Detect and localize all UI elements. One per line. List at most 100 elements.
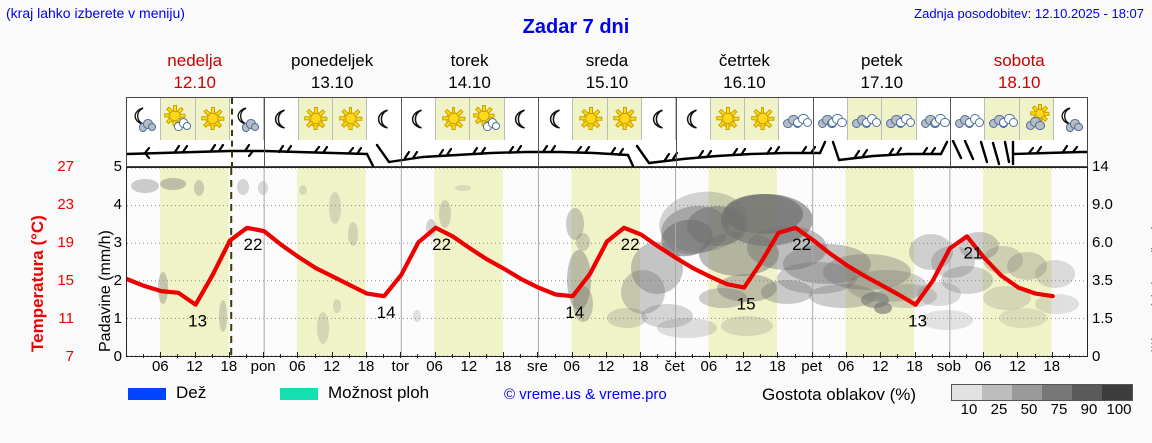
temperature-axis-title: Temperatura (°C) [6,167,47,357]
day-name: četrtek [718,51,770,70]
time-axis-minor-tick [931,354,933,358]
day-name: sreda [585,51,629,70]
weather-symbol-panel [125,97,1089,168]
cloud-density-tick: 25 [990,401,1008,418]
time-axis-label: 18 [357,358,375,375]
temperature-tick: 7 [65,348,74,365]
cloud-height-tick: 14 [1092,158,1109,175]
cloud-height-tick: 9.0 [1092,196,1113,213]
day-date: 15.10 [585,73,629,92]
temperature-extreme-label: 14 [377,303,396,322]
day-header-row: nedelja 12.10 ponedeljek 13.10 torek 14.10 sre… [126,50,1088,96]
time-axis-minor-tick [383,354,385,358]
time-axis-label: pet [801,358,823,375]
weather-symbol-cell [710,98,745,140]
day-header-ponedeljek: ponedeljek 13.10 [263,50,400,96]
time-axis-minor-tick [571,354,573,358]
weather-symbol-cell [814,98,848,140]
time-axis-label: 18 [1043,358,1061,375]
time-axis-minor-tick [606,354,607,358]
weather-symbol-cell [985,98,1020,140]
weather-symbol-cell [951,98,986,140]
wind-barb-row [125,139,1089,168]
moon-cloud-icon [131,107,157,132]
weather-symbol-cell [195,98,230,140]
time-axis-minor-tick [434,354,436,358]
time-axis-minor-tick [400,354,402,358]
time-axis-minor-tick [948,354,950,358]
time-axis-minor-tick [143,354,145,358]
weather-symbol-cell [332,98,368,140]
copyright-link[interactable]: © vreme.us & vreme.pro [504,386,667,403]
weather-symbol-cell [676,98,711,140]
weather-symbol-cell [1054,98,1087,140]
day-name: torek [450,51,489,70]
cloud-density-step [952,385,982,400]
time-axis-minor-tick [211,354,213,358]
weather-symbol-cell [230,98,265,140]
precipitation-tick: 3 [113,234,122,251]
weather-symbol-cell [161,98,196,140]
cloud-density-tick: 100 [1106,401,1132,418]
day-header-sobota: sobota 18.10 [951,50,1088,96]
temperature-tick: 23 [57,196,74,213]
time-axis: 06 12 18 pon 06 12 18 tor 06 12 18 sre 06 12 18 čet 06 12… [126,352,1088,378]
time-axis-minor-tick [983,354,985,358]
time-axis-label: pon [250,358,276,375]
moon-icon [680,107,706,131]
time-axis-label: 06 [974,358,992,375]
moon-icon [268,107,294,131]
time-axis-minor-tick [588,354,590,358]
time-axis-minor-tick [366,354,367,358]
cloud-icon [817,107,847,131]
time-axis-label: 06 [700,358,718,375]
cloud-density-tick: 10 [960,401,978,418]
time-axis-minor-tick [486,354,487,358]
time-axis-minor-tick [468,354,470,358]
chart-legend: Dež Možnost ploh © vreme.us & vreme.pro … [126,383,1146,426]
sun-icon [199,107,225,131]
precipitation-tick: 5 [113,158,122,175]
cloud-density-step [982,385,1012,400]
cloud-density-step [1042,385,1072,400]
sun-cloud-icon [164,105,192,131]
cloud-height-axis-ticks: 14 9.0 6.0 3.5 1.5 0 [1092,158,1132,370]
cloud-height-tick: 6.0 [1092,234,1113,251]
precipitation-tick: 2 [113,272,122,289]
time-axis-minor-tick [348,354,350,358]
time-axis-minor-tick [966,354,967,358]
cloud-density-tick: 50 [1020,401,1038,418]
cloud-density-gradient-bar [951,384,1133,401]
temperature-extreme-label: 22 [432,235,451,254]
weather-symbol-cell [882,98,917,140]
time-axis-minor-tick [880,354,882,358]
day-separator [675,98,677,168]
showers-color-swatch [280,388,318,400]
time-axis-label: 12 [460,358,478,375]
time-axis-label: 12 [323,358,341,375]
time-axis-label: 12 [734,358,752,375]
weather-symbol-cell [505,98,539,140]
plot-svg: 13 22 14 22 14 22 15 22 13 21 [127,168,1087,356]
time-axis-minor-tick [228,354,230,358]
weather-symbol-cell [917,98,951,140]
weather-symbol-cell [367,98,402,140]
time-axis-minor-tick [811,354,813,358]
day-date: 17.10 [860,73,904,92]
time-axis-minor-tick [194,354,196,358]
cloud-icon [886,107,916,131]
time-axis-label: 12 [186,358,203,375]
time-axis-label: 18 [220,358,238,375]
rain-color-swatch [128,388,166,400]
day-separator [401,98,403,168]
weather-symbol-cell [573,98,608,140]
time-axis-label: čet [664,358,685,375]
temperature-extreme-label: 22 [792,235,811,254]
daylight-band [982,168,1052,356]
day-header-torek: torek 14.10 [401,50,538,96]
day-header-sreda: sreda 15.10 [538,50,675,96]
time-axis-minor-tick [314,354,316,358]
weather-icon-row [127,98,1087,140]
cloud-height-axis-title: Višina oblakov (km) [1130,167,1152,367]
cloud-icon [852,107,882,131]
